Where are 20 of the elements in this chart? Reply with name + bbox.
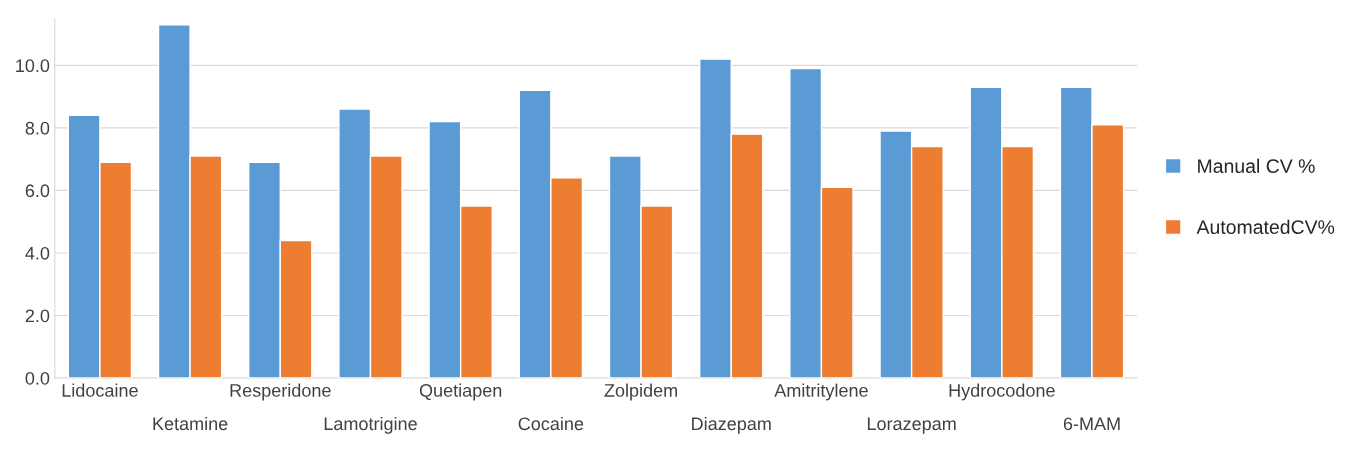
x-tick-label: Lidocaine xyxy=(62,383,138,397)
x-tick-label: Amitritylene xyxy=(774,383,868,401)
legend-label: Manual CV % xyxy=(1198,158,1315,173)
x-tick-label: 6-MAM xyxy=(1063,417,1120,431)
y-tick-label: 4.0 xyxy=(25,246,50,260)
y-tick-label: 6.0 xyxy=(25,184,50,198)
y-tick-label: 2.0 xyxy=(25,309,50,323)
y-tick-label: 0.0 xyxy=(25,371,50,385)
x-tick-label: Cocaine xyxy=(518,416,584,431)
x-tick-label: Zolpidem xyxy=(604,383,677,401)
x-tick-label: Quetiapen xyxy=(419,383,502,401)
y-tick-label: 10.0 xyxy=(16,59,50,73)
x-tick-label: Diazepam xyxy=(692,416,771,434)
legend-label: AutomatedCV% xyxy=(1196,219,1335,234)
x-tick-label: Lorazepam xyxy=(867,417,956,434)
x-tick-label: Resperidone xyxy=(230,383,331,401)
x-tick-label: Lamotrigine xyxy=(324,416,417,434)
x-tick-label: Ketamine xyxy=(153,416,228,431)
x-tick-label: Hydrocodone xyxy=(949,383,1055,401)
y-tick-label: 8.0 xyxy=(25,121,50,135)
